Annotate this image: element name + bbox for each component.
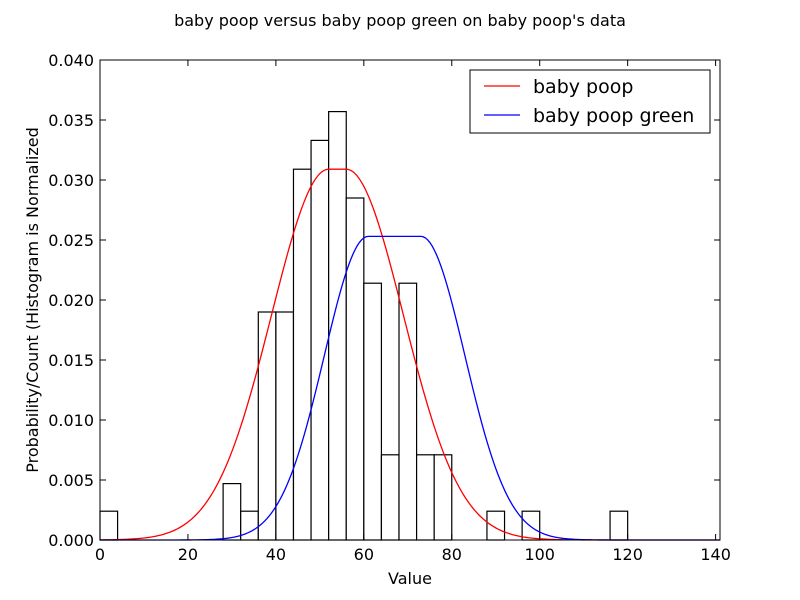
x-axis-ticks: 0 20 40 60 80 100 120 140 xyxy=(95,60,731,564)
legend: baby poop baby poop green xyxy=(469,69,711,134)
histogram xyxy=(99,110,629,541)
legend-label-baby-poop-green: baby poop green xyxy=(533,105,694,127)
histogram-bar-12 xyxy=(415,454,435,541)
histogram-bar-6 xyxy=(310,139,330,541)
x-tick-label-7: 140 xyxy=(700,545,731,564)
histogram-bar-16 xyxy=(609,510,629,541)
y-tick-label-3: 0.015 xyxy=(48,351,94,370)
x-tick-label-5: 100 xyxy=(524,545,555,564)
histogram-bar-2 xyxy=(240,510,259,541)
histogram-bar-1 xyxy=(222,483,242,541)
x-tick-label-4: 80 xyxy=(442,545,462,564)
histogram-bar-9 xyxy=(363,282,383,541)
plot-area: 0 20 40 60 80 100 120 140 0.0000.0050.0100.0150… xyxy=(48,51,731,564)
chart-title: baby poop versus baby poop green on baby… xyxy=(174,11,626,30)
histogram-bar-11 xyxy=(398,282,418,541)
y-tick-label-0: 0.000 xyxy=(48,531,94,550)
y-tick-label-7: 0.035 xyxy=(48,111,94,130)
histogram-bar-10 xyxy=(380,454,400,541)
y-tick-label-8: 0.040 xyxy=(48,51,94,70)
histogram-bar-4 xyxy=(275,311,295,541)
x-tick-label-0: 0 xyxy=(95,545,105,564)
x-tick-label-2: 40 xyxy=(266,545,286,564)
histogram-bar-14 xyxy=(486,510,506,541)
y-tick-label-2: 0.010 xyxy=(48,411,94,430)
legend-box xyxy=(469,69,711,134)
y-tick-label-1: 0.005 xyxy=(48,471,94,490)
y-axis-ticks: 0.000 0.005 0.010 0.015 0.020 0.025 0.030 0.035… xyxy=(48,51,720,550)
y-tick-label-4: 0.020 xyxy=(48,291,94,310)
y-axis-label: Probability/Count (Histogram is Normaliz… xyxy=(23,127,42,473)
histogram-bar-15 xyxy=(521,510,541,541)
x-tick-label-1: 20 xyxy=(178,545,198,564)
histogram-bar-3 xyxy=(257,311,277,541)
legend-label-baby-poop: baby poop xyxy=(533,76,633,98)
x-tick-label-3: 60 xyxy=(354,545,374,564)
y-tick-label-6: 0.030 xyxy=(48,171,94,190)
histogram-bar-0 xyxy=(99,510,119,541)
x-axis-label: Value xyxy=(388,569,432,588)
y-tick-label-5: 0.025 xyxy=(48,231,94,250)
x-tick-label-6: 120 xyxy=(612,545,643,564)
